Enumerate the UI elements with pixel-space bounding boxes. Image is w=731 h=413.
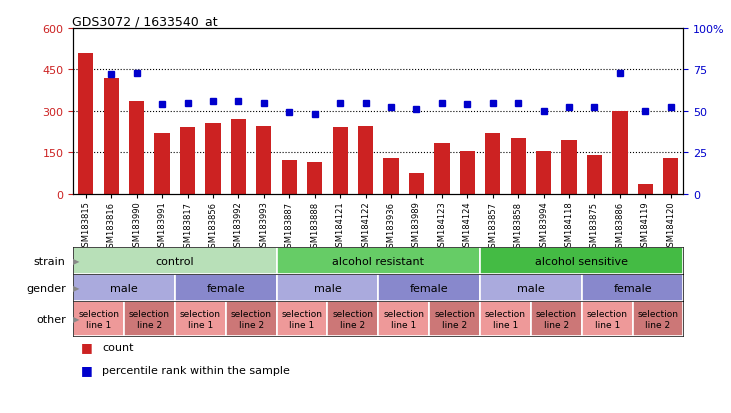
Bar (460, 152, 475, 194)
Bar (587, 156, 602, 194)
Text: ▶: ▶ (73, 257, 80, 266)
Text: male: male (517, 283, 545, 293)
Bar (663, 158, 678, 194)
Text: male: male (110, 283, 138, 293)
Text: alcohol resistant: alcohol resistant (333, 256, 424, 266)
Bar (485, 133, 500, 194)
Bar (73, 301, 124, 337)
Bar (333, 128, 348, 194)
Bar (276, 248, 480, 275)
Bar (383, 158, 398, 194)
Bar (613, 112, 627, 194)
Text: female: female (613, 283, 652, 293)
Text: other: other (36, 314, 66, 324)
Bar (276, 301, 327, 337)
Text: selection
line 1: selection line 1 (587, 309, 628, 329)
Text: selection
line 2: selection line 2 (230, 309, 272, 329)
Bar (73, 248, 276, 275)
Text: female: female (410, 283, 449, 293)
Text: control: control (156, 256, 194, 266)
Bar (561, 140, 577, 194)
Text: GDS3072 / 1633540_at: GDS3072 / 1633540_at (72, 15, 218, 28)
Bar (78, 54, 94, 194)
Bar (536, 152, 551, 194)
Text: selection
line 1: selection line 1 (281, 309, 322, 329)
Bar (231, 120, 246, 194)
Text: selection
line 2: selection line 2 (536, 309, 577, 329)
Bar (637, 185, 653, 194)
Bar (175, 275, 276, 301)
Bar (73, 275, 175, 301)
Bar (226, 301, 276, 337)
Bar (379, 275, 480, 301)
Bar (358, 127, 374, 194)
Text: selection
line 2: selection line 2 (129, 309, 170, 329)
Bar (307, 162, 322, 194)
Text: selection
line 2: selection line 2 (434, 309, 475, 329)
Text: strain: strain (34, 256, 66, 266)
Bar (480, 275, 582, 301)
Bar (276, 275, 379, 301)
Text: selection
line 2: selection line 2 (637, 309, 678, 329)
Bar (327, 301, 379, 337)
Bar (379, 301, 429, 337)
Text: percentile rank within the sample: percentile rank within the sample (102, 365, 290, 375)
Text: ■: ■ (80, 340, 92, 354)
Text: male: male (314, 283, 341, 293)
Bar (154, 133, 170, 194)
Bar (510, 139, 526, 194)
Text: selection
line 1: selection line 1 (383, 309, 424, 329)
Bar (124, 301, 175, 337)
Bar (205, 124, 221, 194)
Bar (480, 248, 683, 275)
Bar (582, 301, 632, 337)
Text: alcohol sensitive: alcohol sensitive (535, 256, 628, 266)
Text: selection
line 2: selection line 2 (333, 309, 374, 329)
Bar (434, 143, 450, 194)
Text: ▶: ▶ (73, 284, 80, 292)
Bar (256, 127, 271, 194)
Bar (180, 128, 195, 194)
Bar (281, 161, 297, 194)
Text: count: count (102, 342, 134, 352)
Text: selection
line 1: selection line 1 (485, 309, 526, 329)
Bar (429, 301, 480, 337)
Bar (175, 301, 226, 337)
Bar (582, 275, 683, 301)
Text: ▶: ▶ (73, 315, 80, 323)
Text: selection
line 1: selection line 1 (180, 309, 221, 329)
Bar (480, 301, 531, 337)
Text: female: female (206, 283, 245, 293)
Text: gender: gender (26, 283, 66, 293)
Bar (632, 301, 683, 337)
Bar (409, 173, 424, 194)
Text: ■: ■ (80, 363, 92, 376)
Bar (531, 301, 582, 337)
Text: selection
line 1: selection line 1 (78, 309, 119, 329)
Bar (104, 78, 119, 194)
Bar (129, 102, 144, 194)
